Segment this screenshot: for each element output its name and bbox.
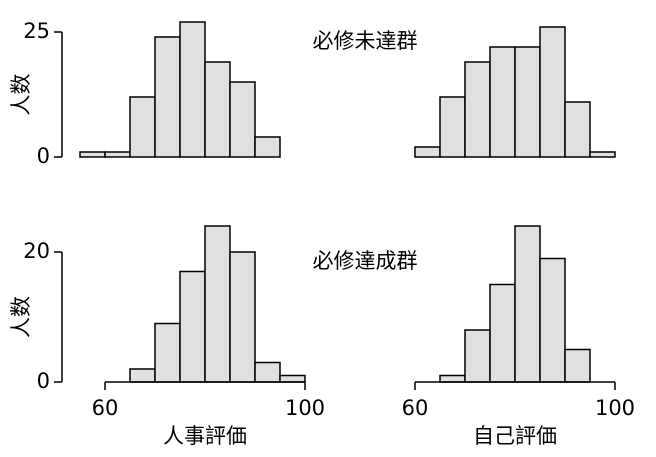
y-axis-label: 人数 — [9, 74, 33, 116]
bar — [79, 151, 106, 158]
bar — [279, 374, 306, 383]
bar — [254, 136, 281, 158]
y-tick-label: 20 — [23, 239, 50, 263]
bar — [439, 96, 466, 158]
bar — [514, 46, 541, 158]
bar — [179, 21, 206, 158]
bar — [229, 251, 256, 383]
bar — [514, 225, 541, 383]
x-axis-label: 人事評価 — [163, 424, 247, 448]
bar — [589, 151, 616, 158]
bar — [179, 270, 206, 383]
bar — [254, 361, 281, 383]
bar — [464, 329, 491, 383]
bar — [464, 61, 491, 158]
bar — [414, 146, 441, 158]
bar — [104, 151, 131, 158]
y-axis-label: 人数 — [9, 296, 33, 338]
y-tick-label: 25 — [23, 19, 50, 43]
bar — [129, 96, 156, 158]
bar — [439, 374, 466, 383]
x-axis-label: 自己評価 — [473, 424, 557, 448]
x-tick-label: 60 — [92, 396, 119, 420]
group-title: 必修未達群 — [313, 29, 418, 53]
bar — [154, 322, 181, 383]
x-tick-label: 100 — [285, 396, 325, 420]
y-tick-label: 0 — [37, 144, 50, 168]
bar — [539, 257, 566, 383]
x-tick-label: 60 — [402, 396, 429, 420]
bar — [154, 36, 181, 158]
bar — [564, 101, 591, 158]
y-tick-label: 0 — [37, 369, 50, 393]
bar — [204, 61, 231, 158]
x-tick-label: 100 — [595, 396, 635, 420]
bar — [204, 225, 231, 383]
bar — [129, 368, 156, 383]
group-title: 必修達成群 — [313, 249, 418, 273]
bar — [489, 46, 516, 158]
bar — [489, 283, 516, 383]
bar — [229, 81, 256, 158]
bar — [564, 348, 591, 383]
bar — [539, 26, 566, 158]
